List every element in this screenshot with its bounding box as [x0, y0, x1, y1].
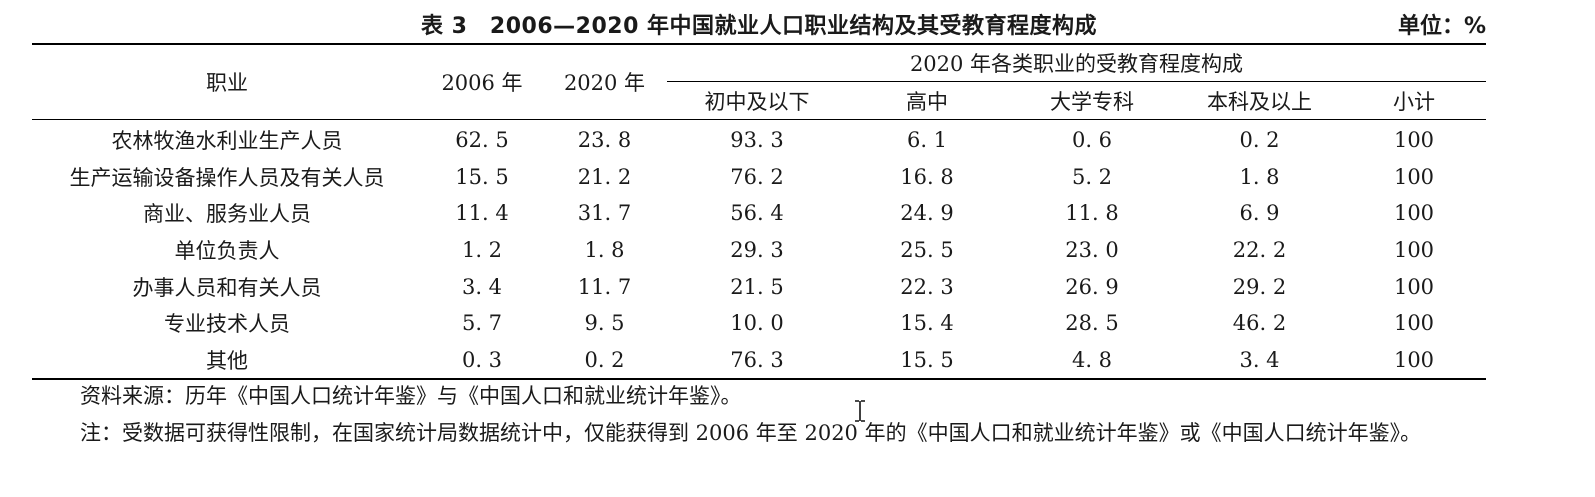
- table-row: 商业、服务业人员 11. 4 31. 7 56. 4 24. 9 11. 8 6…: [32, 195, 1486, 232]
- cell-junior: 76. 2: [730, 164, 784, 189]
- header-edu-senior: 高中: [847, 81, 1007, 120]
- row-occupation: 生产运输设备操作人员及有关人员: [69, 165, 385, 190]
- cell-total: 100: [1393, 311, 1435, 336]
- table-notes: 资料来源：历年《中国人口统计年鉴》与《中国人口和就业统计年鉴》。 注：受数据可获…: [32, 378, 1486, 452]
- cell-junior: 21. 5: [730, 274, 784, 299]
- header-edu-group: 2020 年各类职业的受教育程度构成: [667, 44, 1486, 82]
- data-table: 职业 2006 年 2020 年 2020 年各类职业的受教育程度构成 初中及以…: [32, 43, 1486, 381]
- row-occupation: 农林牧渔水利业生产人员: [111, 129, 343, 154]
- cell-junior: 29. 3: [730, 238, 784, 263]
- cell-bachelor: 29. 2: [1232, 274, 1287, 299]
- table-row: 单位负责人 1. 2 1. 8 29. 3 25. 5 23. 0 22. 2 …: [32, 232, 1486, 269]
- cell-college: 4. 8: [1071, 347, 1113, 372]
- row-occupation: 专业技术人员: [164, 312, 290, 337]
- cell-bachelor: 22. 2: [1232, 238, 1287, 263]
- header-edu-junior: 初中及以下: [667, 81, 847, 120]
- cell-2006: 15. 5: [455, 164, 509, 189]
- cell-total: 100: [1393, 164, 1435, 189]
- header-edu-bachelor: 本科及以上: [1177, 81, 1342, 120]
- cell-college: 23. 0: [1065, 238, 1119, 263]
- cell-senior: 6. 1: [906, 128, 948, 153]
- cell-total: 100: [1393, 238, 1435, 263]
- cell-2020: 1. 8: [584, 238, 625, 263]
- cell-total: 100: [1393, 274, 1435, 299]
- unit-label: 单位：%: [1397, 14, 1486, 39]
- row-occupation: 商业、服务业人员: [143, 202, 311, 227]
- cell-college: 11. 8: [1065, 201, 1119, 226]
- cell-senior: 15. 4: [900, 311, 954, 336]
- header-2020: 2020 年: [542, 44, 667, 120]
- cell-bachelor: 6. 9: [1239, 201, 1280, 226]
- cell-college: 28. 5: [1065, 311, 1119, 336]
- header-occupation: 职业: [32, 44, 422, 120]
- cell-2006: 3. 4: [461, 274, 503, 299]
- cell-college: 26. 9: [1065, 274, 1119, 299]
- table-row: 其他 0. 3 0. 2 76. 3 15. 5 4. 8 3. 4 100: [32, 342, 1486, 380]
- cell-2006: 1. 2: [461, 238, 503, 263]
- table-row: 专业技术人员 5. 7 9. 5 10. 0 15. 4 28. 5 46. 2…: [32, 305, 1486, 342]
- cell-2006: 62. 5: [455, 128, 509, 153]
- cell-senior: 25. 5: [900, 238, 954, 263]
- row-occupation: 办事人员和有关人员: [132, 275, 322, 300]
- table-title: 表 3 2006—2020 年中国就业人口职业结构及其受教育程度构成: [420, 14, 1098, 39]
- cell-senior: 16. 8: [900, 164, 954, 189]
- cell-total: 100: [1393, 128, 1435, 153]
- table-row: 办事人员和有关人员 3. 4 11. 7 21. 5 22. 3 26. 9 2…: [32, 268, 1486, 305]
- cell-2020: 21. 2: [577, 164, 632, 189]
- source-note: 资料来源：历年《中国人口统计年鉴》与《中国人口和就业统计年鉴》。: [80, 384, 742, 408]
- header-2006: 2006 年: [422, 44, 542, 120]
- cell-college: 5. 2: [1071, 164, 1113, 189]
- cell-junior: 93. 3: [730, 128, 784, 153]
- cell-senior: 15. 5: [900, 347, 954, 372]
- header-edu-total: 小计: [1342, 81, 1486, 120]
- cell-bachelor: 0. 2: [1239, 128, 1280, 153]
- cell-bachelor: 3. 4: [1239, 347, 1280, 372]
- cell-junior: 56. 4: [730, 201, 784, 226]
- cell-2020: 31. 7: [577, 201, 632, 226]
- table-row: 农林牧渔水利业生产人员 62. 5 23. 8 93. 3 6. 1 0. 6 …: [32, 120, 1486, 159]
- row-occupation: 单位负责人: [174, 239, 280, 264]
- cell-2020: 11. 7: [577, 274, 632, 299]
- footnote: 注：受数据可获得性限制，在国家统计局数据统计中，仅能获得到 2006 年至 20…: [80, 421, 1422, 445]
- cell-junior: 10. 0: [730, 311, 784, 336]
- cell-2006: 5. 7: [461, 311, 503, 336]
- cell-college: 0. 6: [1071, 128, 1113, 153]
- cell-bachelor: 1. 8: [1239, 164, 1280, 189]
- cell-2020: 23. 8: [577, 128, 632, 153]
- cell-2006: 11. 4: [455, 201, 509, 226]
- cell-2020: 0. 2: [584, 347, 625, 372]
- cell-senior: 22. 3: [900, 274, 954, 299]
- row-occupation: 其他: [206, 348, 248, 373]
- cell-2020: 9. 5: [584, 311, 625, 336]
- cell-total: 100: [1393, 347, 1435, 372]
- table-row: 生产运输设备操作人员及有关人员 15. 5 21. 2 76. 2 16. 8 …: [32, 159, 1486, 196]
- cell-2006: 0. 3: [461, 347, 503, 372]
- cell-junior: 76. 3: [730, 347, 784, 372]
- cell-bachelor: 46. 2: [1232, 311, 1287, 336]
- cell-senior: 24. 9: [900, 201, 954, 226]
- cell-total: 100: [1393, 201, 1435, 226]
- header-edu-college: 大学专科: [1007, 81, 1177, 120]
- table-caption: 表 3 2006—2020 年中国就业人口职业结构及其受教育程度构成 单位：%: [32, 8, 1486, 39]
- text-cursor-icon: [855, 400, 865, 422]
